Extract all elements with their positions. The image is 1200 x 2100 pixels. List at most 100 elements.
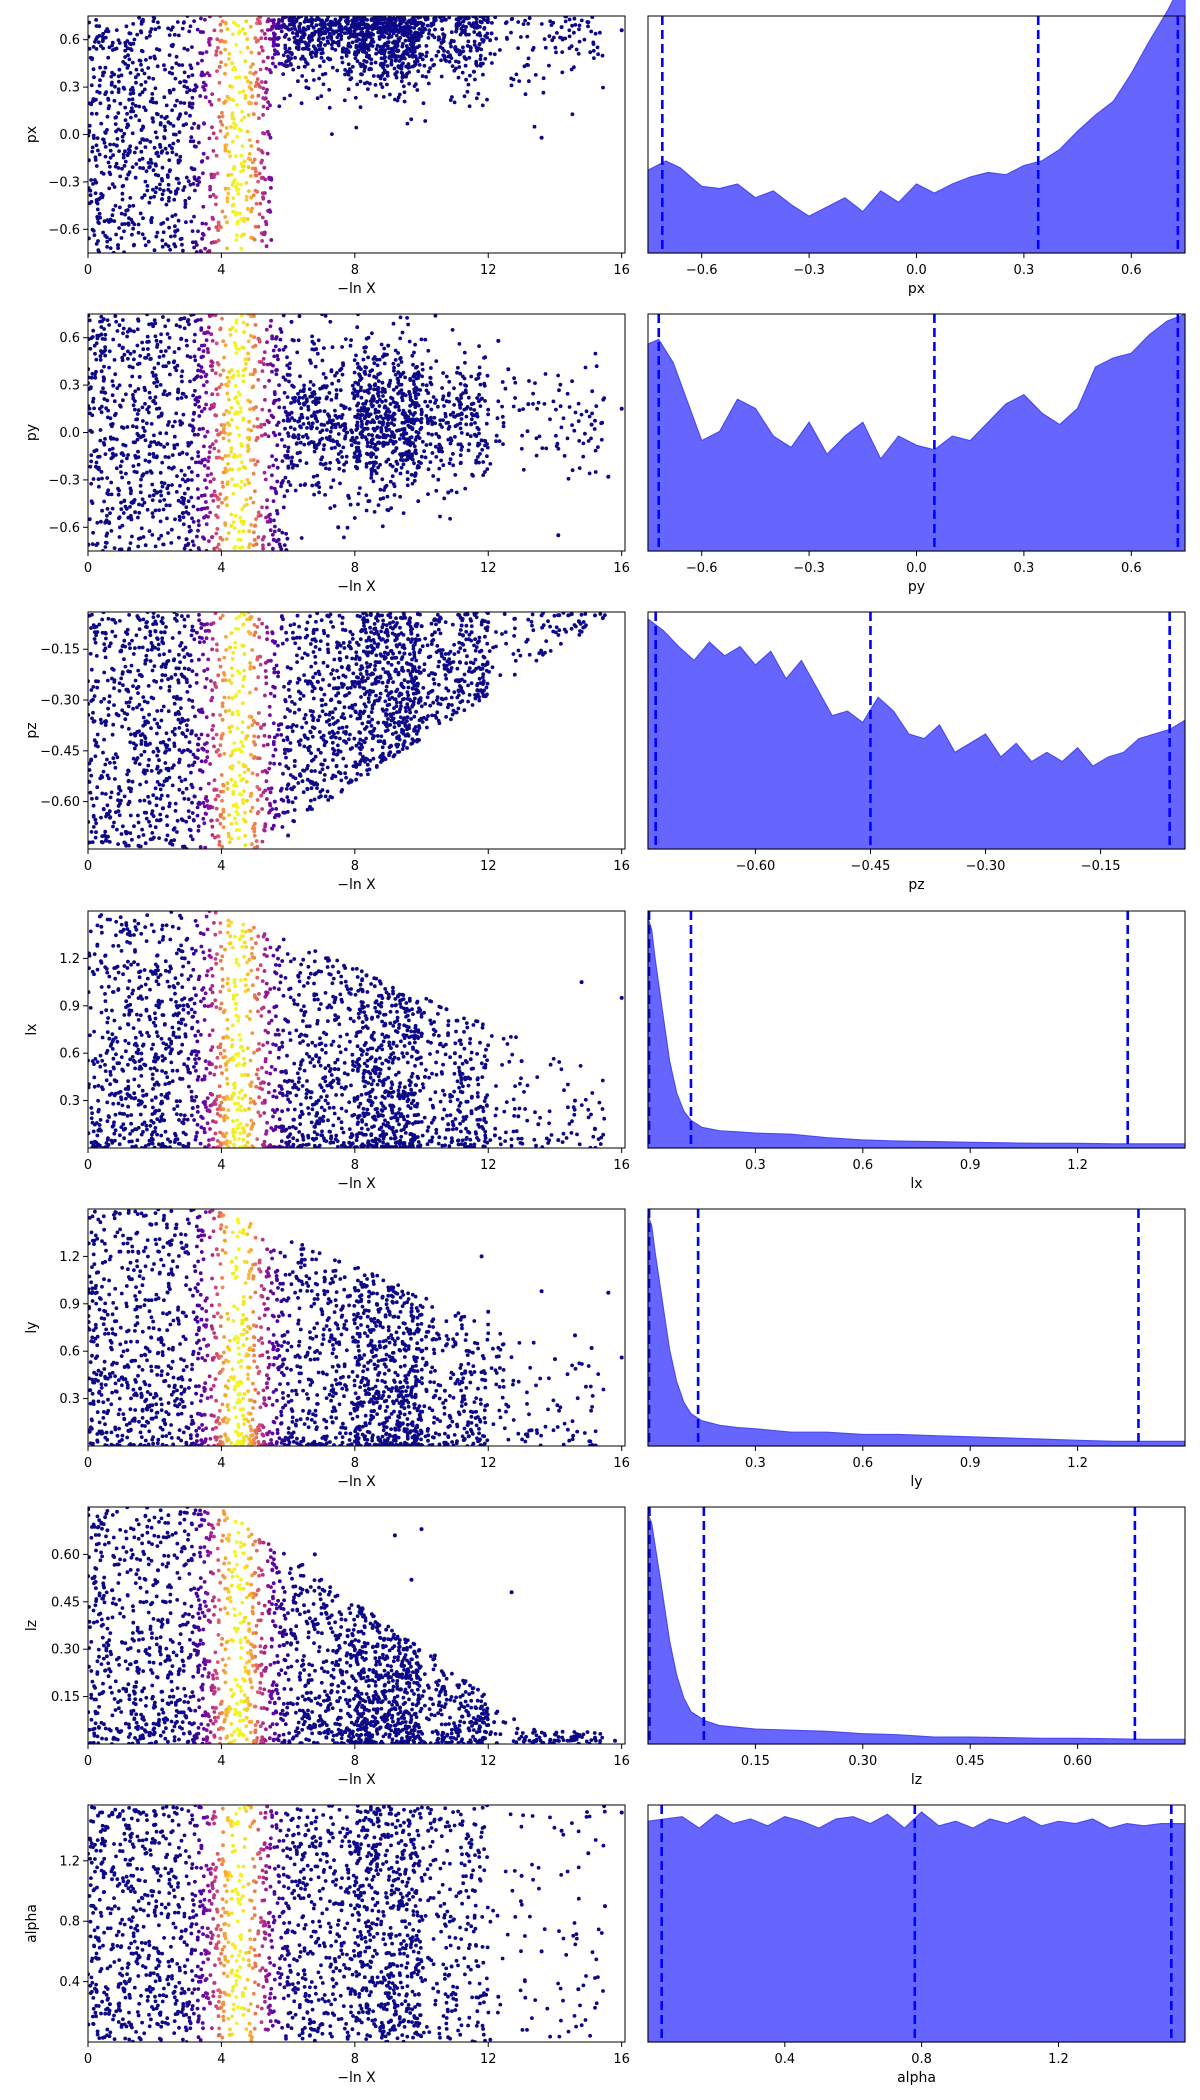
scatter-point	[431, 63, 436, 68]
scatter-point	[150, 533, 155, 537]
scatter-point	[355, 415, 359, 420]
scatter-point	[91, 67, 96, 72]
scatter-point	[116, 492, 121, 497]
x-axis-label: px	[908, 281, 925, 297]
scatter-point	[272, 48, 277, 53]
scatter-point	[224, 409, 229, 413]
scatter-point	[295, 613, 300, 618]
scatter-point	[594, 404, 599, 408]
scatter-point	[348, 77, 353, 82]
scatter-point	[430, 432, 434, 437]
scatter-point	[160, 192, 165, 197]
scatter-point	[410, 481, 415, 486]
scatter-point	[91, 396, 96, 401]
scatter-point	[142, 429, 147, 433]
scatter-point	[176, 139, 181, 143]
scatter-point	[537, 434, 542, 439]
scatter-point	[428, 380, 433, 385]
scatter-point	[458, 400, 462, 405]
scatter-point	[150, 370, 155, 375]
scatter-point	[176, 387, 181, 392]
scatter-point	[329, 485, 333, 490]
scatter-point	[424, 44, 429, 48]
scatter-point	[412, 350, 416, 355]
scatter-point	[526, 56, 531, 61]
scatter-point	[384, 428, 389, 433]
scatter-point	[255, 139, 260, 144]
scatter-point	[244, 362, 248, 366]
scatter-point	[389, 16, 393, 21]
scatter-point	[129, 115, 133, 120]
scatter-point	[173, 419, 177, 424]
scatter-point	[460, 445, 464, 449]
scatter-point	[201, 426, 205, 431]
scatter-point	[261, 86, 266, 91]
scatter-point	[199, 493, 204, 498]
scatter-point	[136, 544, 141, 549]
scatter-point	[112, 142, 116, 147]
scatter-point	[218, 327, 223, 332]
scatter-point	[594, 364, 599, 369]
scatter-point	[154, 100, 159, 105]
scatter-point	[205, 347, 210, 351]
scatter-point	[149, 440, 154, 445]
scatter-point	[441, 371, 445, 375]
scatter-point	[117, 535, 122, 539]
scatter-point	[177, 130, 182, 135]
scatter-point	[372, 355, 377, 359]
scatter-point	[369, 476, 374, 480]
scatter-point	[440, 648, 445, 652]
scatter-point	[163, 242, 168, 247]
scatter-point	[467, 442, 472, 446]
scatter-point	[201, 85, 206, 89]
scatter-point	[467, 32, 471, 37]
scatter-point	[225, 199, 230, 204]
scatter-point	[235, 134, 240, 139]
scatter-point	[151, 452, 156, 456]
scatter-point	[180, 450, 185, 455]
scatter-point	[92, 136, 96, 141]
scatter-point	[246, 443, 250, 448]
scatter-point	[387, 410, 392, 414]
scatter-point	[570, 23, 574, 28]
scatter-point	[277, 383, 281, 387]
scatter-point	[197, 347, 202, 352]
scatter-point	[322, 409, 327, 414]
scatter-point	[94, 24, 99, 28]
scatter-point	[400, 392, 405, 397]
scatter-point	[593, 351, 598, 356]
scatter-point	[207, 450, 212, 455]
scatter-point	[271, 31, 276, 36]
scatter-point	[366, 87, 370, 91]
scatter-point	[577, 439, 582, 443]
scatter-point	[207, 249, 212, 253]
scatter-point	[397, 437, 402, 441]
scatter-point	[501, 442, 505, 446]
scatter-point	[401, 462, 406, 467]
scatter-point	[95, 333, 100, 338]
scatter-point	[119, 451, 124, 456]
scatter-point	[288, 62, 293, 66]
scatter-point	[329, 368, 334, 373]
scatter-point	[245, 322, 250, 327]
scatter-point	[115, 437, 119, 442]
scatter-point	[340, 413, 345, 417]
scatter-point	[182, 546, 187, 551]
scatter-point	[166, 455, 171, 460]
scatter-point	[146, 410, 151, 415]
scatter-point	[428, 66, 432, 71]
scatter-point	[96, 477, 101, 481]
scatter-point	[184, 537, 189, 541]
scatter-point	[156, 20, 160, 25]
scatter-point	[274, 372, 279, 377]
scatter-point	[307, 34, 312, 38]
scatter-point	[264, 327, 269, 332]
scatter-point	[197, 180, 202, 184]
scatter-point	[220, 316, 224, 321]
scatter-point	[316, 43, 321, 48]
scatter-point	[194, 672, 199, 677]
scatter-point	[348, 69, 353, 74]
scatter-point	[262, 470, 267, 475]
scatter-point	[454, 66, 458, 71]
scatter-point	[226, 191, 231, 196]
